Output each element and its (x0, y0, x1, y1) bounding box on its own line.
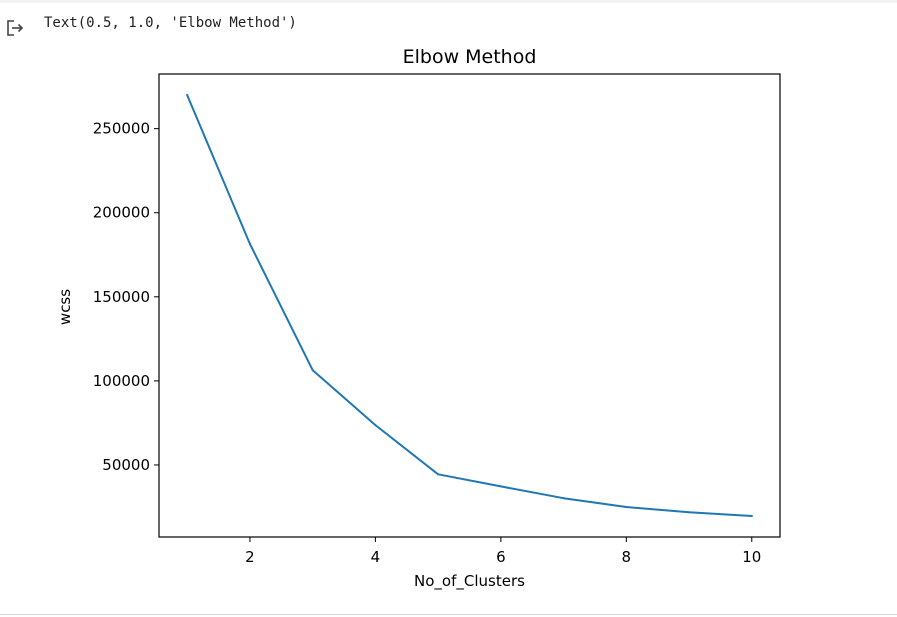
output-redirect-icon (5, 17, 27, 39)
chart-title: Elbow Method (403, 46, 537, 68)
data-point (374, 424, 377, 427)
x-tick-label: 10 (742, 548, 761, 566)
y-tick-label: 100000 (93, 372, 150, 390)
data-point (562, 497, 565, 500)
cell-bottom-border (0, 614, 897, 615)
data-point (437, 473, 440, 476)
x-tick-label: 4 (371, 548, 381, 566)
x-axis-label: No_of_Clusters (414, 572, 525, 591)
series-line-wcss (186, 94, 753, 517)
data-point (186, 94, 189, 97)
y-axis-label: wcss (56, 289, 74, 325)
y-tick-label: 50000 (102, 456, 150, 474)
data-point (248, 243, 251, 246)
x-tick-label: 6 (496, 548, 506, 566)
y-axis-ticks: 50000 100000 150000 200000 250000 (93, 120, 159, 474)
y-tick-label: 250000 (93, 120, 150, 138)
data-point (499, 485, 502, 488)
data-point (750, 514, 753, 517)
y-tick-label: 200000 (93, 204, 150, 222)
cell-output-text: Text(0.5, 1.0, 'Elbow Method') (44, 15, 297, 31)
x-axis-ticks: 2 4 6 8 10 (245, 537, 761, 566)
data-point (625, 505, 628, 508)
series-points (186, 94, 753, 517)
plot-frame (158, 73, 781, 538)
cell-top-border (0, 0, 897, 3)
data-point (311, 369, 314, 372)
x-tick-label: 2 (245, 548, 255, 566)
y-tick-label: 150000 (93, 288, 150, 306)
x-tick-label: 8 (622, 548, 632, 566)
data-point (688, 511, 691, 514)
